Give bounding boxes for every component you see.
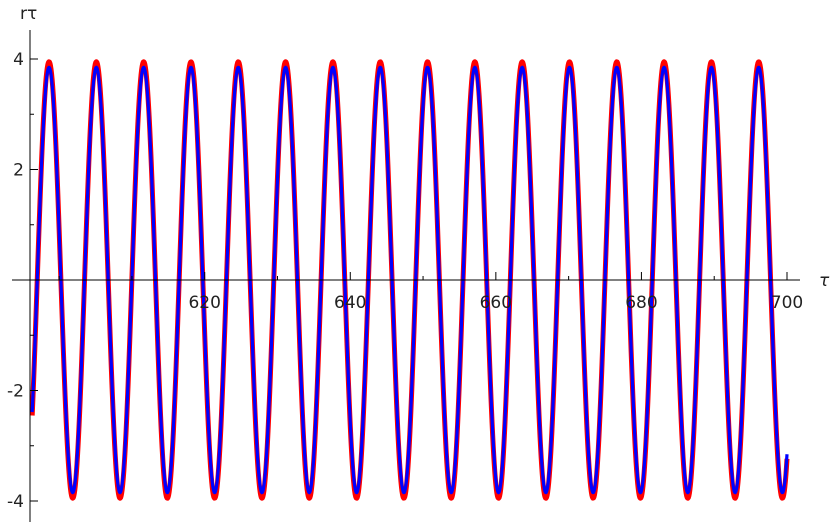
y-axis-label: rτ	[20, 4, 37, 24]
x-tick-label: 680	[625, 293, 657, 313]
x-tick-label: 640	[334, 293, 366, 313]
x-tick-label: 660	[480, 293, 512, 313]
series-layer	[29, 59, 790, 501]
y-tick-label: 2	[13, 161, 24, 181]
tick-layer: 620 640 660 680 700 -4 -2 2 4	[7, 50, 803, 512]
series-line-2	[30, 65, 789, 495]
x-tick-label: 620	[188, 293, 220, 313]
x-tick-label: 700	[771, 293, 803, 313]
y-tick-label: 4	[13, 50, 24, 70]
y-tick-label: -4	[7, 492, 24, 512]
x-axis-label: τ	[819, 271, 830, 291]
y-tick-label: -2	[7, 382, 24, 402]
